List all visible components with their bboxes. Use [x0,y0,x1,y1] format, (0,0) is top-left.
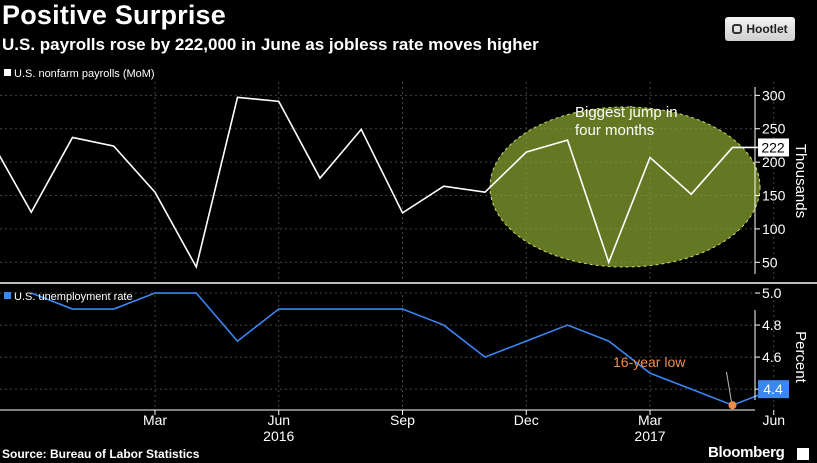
hootlet-label: Hootlet [746,22,788,36]
unemployment-series-line [30,292,775,407]
owl-icon [732,24,743,34]
source-note: Source: Bureau of Labor Statistics [2,447,200,461]
unemployment-y-tick-label: 5.0 [762,285,782,301]
unemployment-legend-label: U.S. unemployment rate [14,291,133,303]
chart-title: Positive Surprise [2,0,226,30]
low-point-marker [728,401,737,410]
payrolls-last-value-label: 222 [761,139,785,155]
x-tick-label: Jun [267,412,290,428]
payrolls-y-tick-label: 250 [762,121,786,137]
x-tick-label: Jun [762,412,785,428]
unemployment-y-axis-label: Percent [792,331,809,384]
unemployment-last-value-label: 4.4 [763,381,783,397]
payrolls-y-axis-label: Thousands [792,144,809,218]
x-year-label: 2016 [263,428,294,444]
payrolls-legend-swatch [4,69,11,76]
payrolls-last-value-tag [758,138,789,157]
payrolls-legend-label: U.S. nonfarm payrolls (MoM) [14,68,155,80]
x-tick-label: Sep [390,412,415,428]
bloomberg-logo-icon [797,448,809,460]
unemployment-last-value-tag [758,380,789,399]
payrolls-y-tick-label: 100 [762,221,786,237]
brand-label: Bloomberg [708,444,785,461]
x-tick-label: Mar [638,412,662,428]
payrolls-series-line [0,96,774,270]
payrolls-annotation-line1: Biggest jump in [575,104,678,121]
payrolls-annotation-line2: four months [575,122,654,139]
payrolls-y-tick-label: 50 [762,254,778,270]
x-tick-label: Dec [514,412,539,428]
chart-subtitle: U.S. payrolls rose by 222,000 in June as… [2,35,539,54]
low-point-leader [726,371,732,403]
payrolls-y-tick-label: 150 [762,188,786,204]
unemployment-y-tick-label: 4.8 [762,317,782,333]
unemployment-legend-swatch [4,292,11,299]
x-tick-label: Mar [143,412,167,428]
unemployment-annotation: 16-year low [613,354,686,370]
hootlet-button[interactable]: Hootlet [725,17,795,41]
unemployment-y-tick-label: 4.6 [762,349,782,365]
x-year-label: 2017 [634,428,665,444]
payrolls-y-tick-label: 300 [762,87,786,103]
payrolls-y-tick-label: 200 [762,154,786,170]
